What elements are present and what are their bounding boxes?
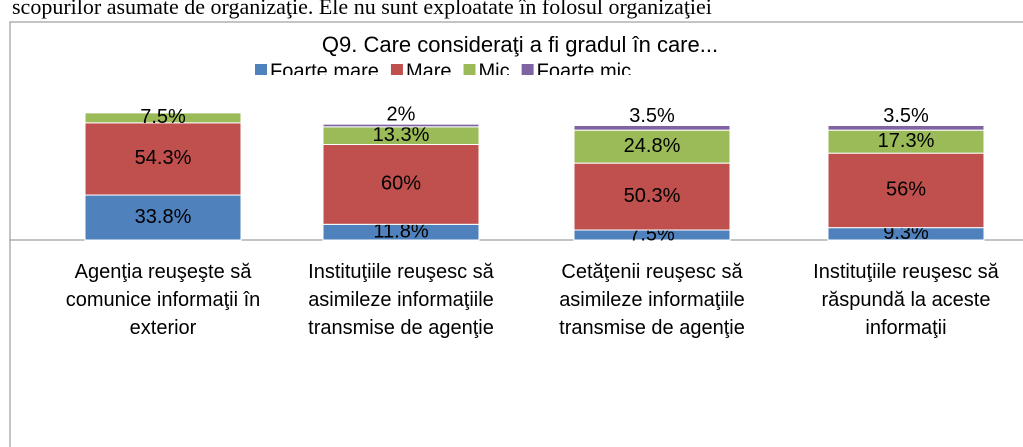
category-label: Instituţiile reuşesc să asimileze inform… [308,261,494,339]
data-label: 7.5% [140,106,186,128]
bar-segment [827,124,985,131]
legend-swatch [521,64,534,75]
header-text: scopurilor asumate de organizaţie. Ele n… [12,0,712,19]
category-label: Cetăţenii reuşesc să asimileze informaţi… [559,261,745,339]
legend-label: Foarte mic [537,60,631,82]
bar-segment [573,162,731,231]
legend-label: Mare [406,60,452,82]
legend: Foarte mare Mare Mic Foarte mic [255,60,631,82]
data-label: 2% [387,103,416,125]
bar-segment [84,122,242,196]
data-label: 54.3% [135,147,192,169]
data-label: 11.8% [373,220,428,242]
data-label: 3.5% [883,105,929,127]
data-label: 17.3% [878,130,935,152]
data-label: 3.5% [629,105,675,127]
data-label: 60% [381,173,421,195]
bar-segment [84,194,242,241]
chart-title: Q9. Care consideraţi a fi gradul în care… [322,32,718,57]
legend-swatch [390,64,403,75]
bar-segment [322,144,480,225]
bar-segment [322,123,480,128]
bar-segment [827,152,985,229]
bar-segment [84,112,242,124]
bar-segment [573,124,731,131]
legend-label: Mic [479,60,510,82]
category-label: Agenţia reuşeşte să comunice informaţii … [65,261,261,339]
data-label: 50.3% [624,185,681,207]
data-label: 13.3% [373,124,430,146]
bar-segment [573,129,731,164]
data-label: 24.8% [624,135,681,157]
legend-swatch [463,64,476,75]
data-label: 56% [886,179,926,201]
legend-label: Foarte mare [270,60,379,82]
data-label: 33.8% [135,206,192,228]
category-label: Instituţiile reuşesc să răspundă la aces… [813,261,999,339]
legend-swatch [255,64,267,75]
